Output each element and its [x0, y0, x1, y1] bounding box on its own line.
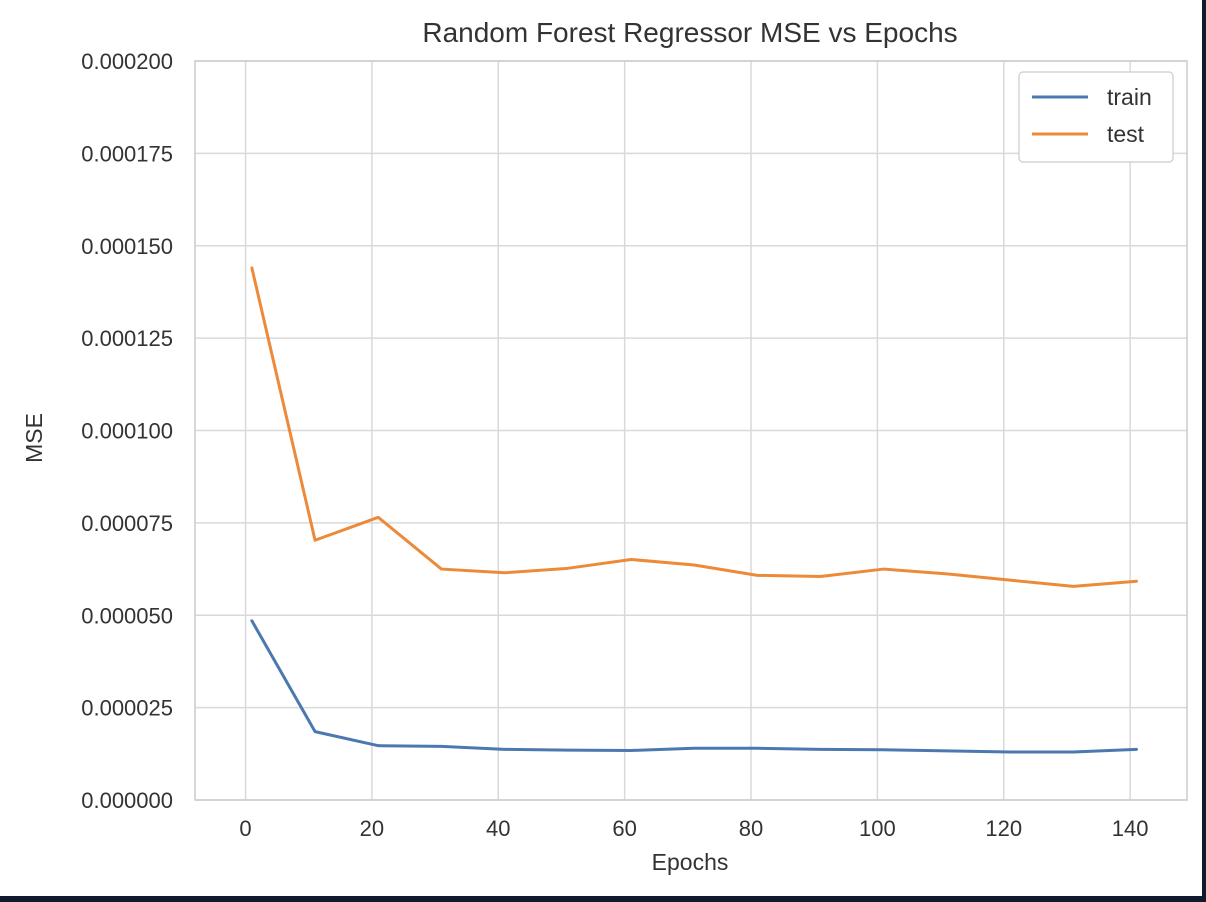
x-tick-label: 80 [739, 816, 763, 841]
grid [195, 60, 1187, 801]
legend-label-train: train [1107, 84, 1152, 110]
legend: train test [1018, 71, 1174, 163]
y-tick-label: 0.000025 [81, 696, 173, 721]
y-tick-label: 0.000075 [81, 511, 173, 536]
y-axis-ticks: 0.000000 0.000025 0.000050 0.000075 0.000100… [81, 49, 173, 813]
x-tick-label: 100 [859, 816, 896, 841]
series-line-train [250, 619, 1138, 754]
y-tick-label: 0.000200 [81, 49, 173, 74]
series-line-test [250, 266, 1138, 588]
x-axis-ticks: 0 20 40 60 80 100 120 140 [239, 816, 1148, 841]
y-tick-label: 0.000150 [81, 234, 173, 259]
x-tick-label: 140 [1112, 816, 1149, 841]
y-tick-label: 0.000175 [81, 141, 173, 166]
x-tick-label: 20 [360, 816, 384, 841]
y-axis-label: MSE [21, 413, 47, 463]
x-tick-label: 0 [239, 816, 251, 841]
x-tick-label: 120 [985, 816, 1022, 841]
legend-box [1018, 71, 1174, 163]
chart-title: Random Forest Regressor MSE vs Epochs [422, 17, 957, 48]
x-tick-label: 60 [612, 816, 636, 841]
y-tick-label: 0.000000 [81, 788, 173, 813]
plot-frame [194, 60, 1188, 801]
x-tick-label: 40 [486, 816, 510, 841]
legend-label-test: test [1107, 121, 1145, 147]
y-tick-label: 0.000050 [81, 603, 173, 628]
y-tick-label: 0.000100 [81, 419, 173, 444]
y-tick-label: 0.000125 [81, 326, 173, 351]
series-layer [250, 266, 1138, 754]
x-axis-label: Epochs [652, 849, 729, 875]
